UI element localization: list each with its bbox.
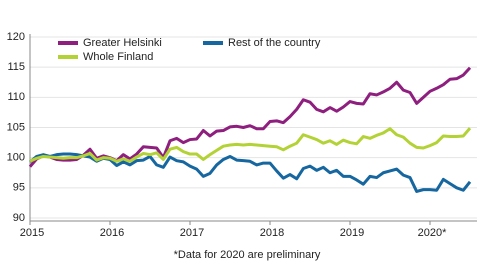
x-tick-label: 2015 — [20, 227, 44, 239]
x-tick-label: 2016 — [100, 227, 124, 239]
y-tick-label: 95 — [13, 182, 25, 194]
x-tick-label: 2020* — [418, 227, 447, 239]
x-tick-label: 2017 — [180, 227, 204, 239]
y-tick-label: 110 — [7, 91, 25, 103]
y-tick-label: 120 — [7, 31, 25, 43]
y-tick-label: 90 — [13, 212, 25, 224]
series-line — [28, 66, 472, 168]
x-tick-label: 2018 — [260, 227, 284, 239]
series-line — [29, 127, 472, 163]
legend-label: Whole Finland — [83, 51, 153, 63]
y-tick-label: 115 — [7, 61, 25, 73]
y-tick-label: 105 — [7, 121, 25, 133]
legend-label: Rest of the country — [228, 37, 321, 49]
footnote: *Data for 2020 are preliminary — [174, 249, 321, 261]
legend-label: Greater Helsinki — [83, 37, 162, 49]
x-tick-label: 2019 — [340, 227, 364, 239]
y-tick-label: 100 — [7, 152, 25, 164]
